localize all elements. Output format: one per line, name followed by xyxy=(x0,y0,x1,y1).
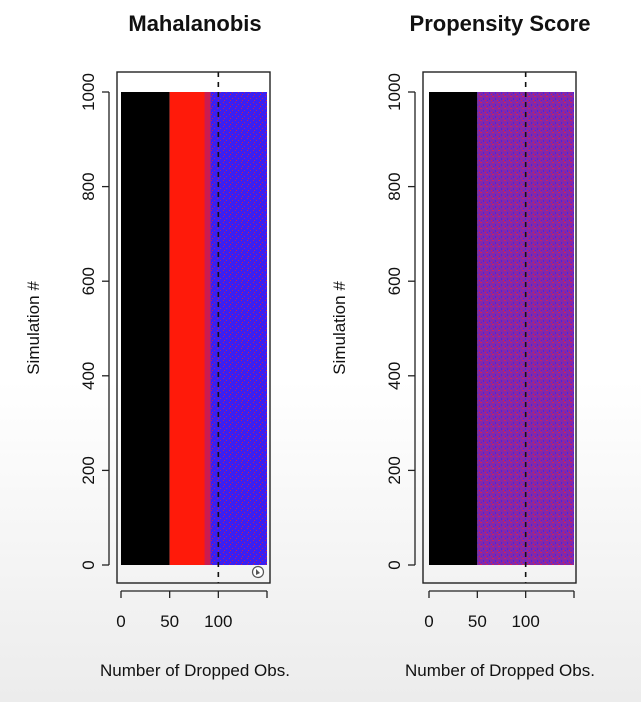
y-tick-label: 200 xyxy=(385,456,404,484)
y-tick-label: 200 xyxy=(79,456,98,484)
x-tick-label: 100 xyxy=(204,612,232,631)
x-axis: 0 50 100 xyxy=(424,590,575,631)
propensity-score-panel: Propensity Score 0 50 100 0 200 400 600 800 100… xyxy=(330,11,595,680)
y-tick-label: 1000 xyxy=(79,73,98,111)
y-axis-label: Simulation # xyxy=(24,281,43,375)
heatmap-band xyxy=(429,92,478,565)
x-axis-label: Number of Dropped Obs. xyxy=(405,661,595,680)
x-tick-label: 0 xyxy=(424,612,433,631)
x-tick-label: 100 xyxy=(511,612,539,631)
x-tick-label: 50 xyxy=(160,612,179,631)
x-tick-label: 50 xyxy=(468,612,487,631)
y-tick-label: 400 xyxy=(385,362,404,390)
cursor-icon xyxy=(251,565,265,579)
heatmap-band xyxy=(169,92,211,565)
mahalanobis-panel: Mahalanobis 0 50 100 0 200 400 600 800 1000 Num… xyxy=(24,11,290,680)
y-tick-label: 800 xyxy=(385,172,404,200)
x-axis-label: Number of Dropped Obs. xyxy=(100,661,290,680)
x-axis: 0 50 100 xyxy=(116,590,268,631)
plot-frame xyxy=(116,71,271,584)
y-tick-label: 600 xyxy=(385,267,404,295)
y-tick-label: 1000 xyxy=(385,73,404,111)
chart-title: Mahalanobis xyxy=(128,11,261,36)
y-tick-label: 800 xyxy=(79,172,98,200)
y-tick-label: 0 xyxy=(79,560,98,569)
heatmap-band xyxy=(210,92,267,565)
y-tick-label: 400 xyxy=(79,362,98,390)
y-tick-label: 600 xyxy=(79,267,98,295)
x-tick-label: 0 xyxy=(116,612,125,631)
y-tick-label: 0 xyxy=(385,560,404,569)
plot-frame xyxy=(422,71,577,584)
y-axis: 0 200 400 600 800 1000 xyxy=(79,73,110,570)
y-axis: 0 200 400 600 800 1000 xyxy=(385,73,416,570)
heatmap-band xyxy=(121,92,170,565)
chart-title: Propensity Score xyxy=(410,11,591,36)
y-axis-label: Simulation # xyxy=(330,281,349,375)
